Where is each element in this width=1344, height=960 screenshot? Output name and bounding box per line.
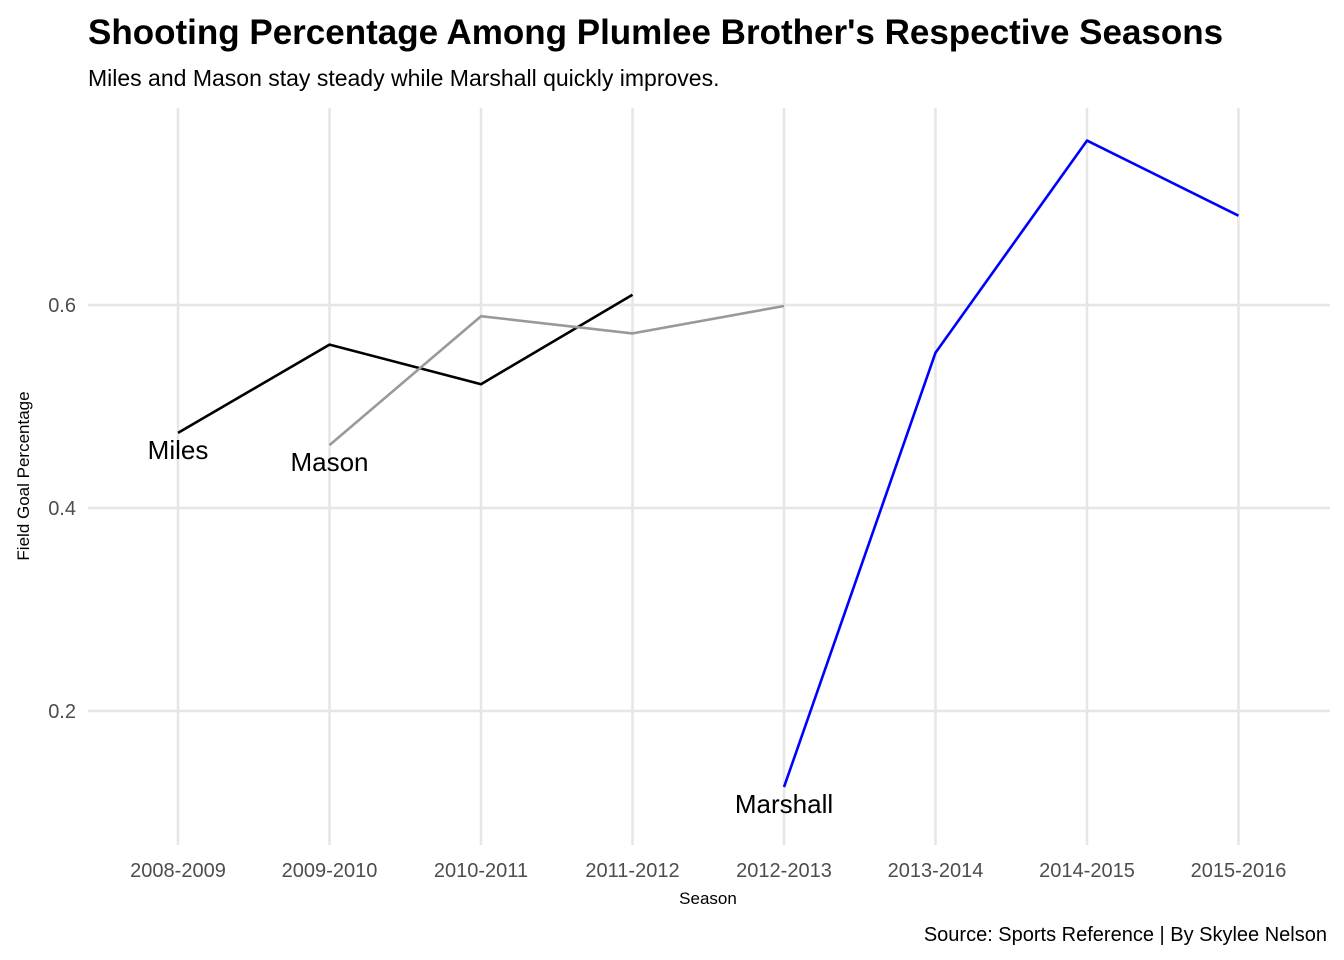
- series-line-mason: [328, 304, 785, 447]
- series-label-mason: Mason: [290, 447, 368, 477]
- series-label-miles: Miles: [148, 435, 209, 465]
- vertical-grid: [176, 108, 1240, 845]
- y-axis-tick-labels: 0.2 0.4 0.6: [48, 295, 76, 723]
- x-tick-label-2009-2010: 2009-2010: [282, 860, 378, 882]
- series-line-miles: [177, 293, 634, 435]
- y-tick-label-0.2: 0.2: [48, 701, 76, 723]
- x-axis-tick-labels: 2008-2009 2009-2010 2010-2011 2011-2012 2012…: [130, 860, 1286, 882]
- series-label-marshall: Marshall: [735, 789, 833, 819]
- chart-subtitle: Miles and Mason stay steady while Marsha…: [88, 65, 719, 91]
- x-tick-label-2015-2016: 2015-2016: [1191, 860, 1287, 882]
- series-labels: Miles Mason Marshall: [148, 435, 833, 819]
- x-tick-label-2013-2014: 2013-2014: [888, 860, 984, 882]
- y-tick-label-0.4: 0.4: [48, 498, 76, 520]
- y-axis-title: Field Goal Percentage: [14, 391, 33, 560]
- chart-title: Shooting Percentage Among Plumlee Brothe…: [88, 13, 1223, 52]
- y-tick-label-0.6: 0.6: [48, 295, 76, 317]
- x-tick-label-2014-2015: 2014-2015: [1039, 860, 1135, 882]
- horizontal-grid: [88, 303, 1330, 713]
- x-axis-title: Season: [679, 889, 737, 908]
- chart-caption: Source: Sports Reference | By Skylee Nel…: [924, 924, 1327, 946]
- x-tick-label-2012-2013: 2012-2013: [736, 860, 832, 882]
- x-tick-label-2008-2009: 2008-2009: [130, 860, 226, 882]
- series-lines: [177, 139, 1240, 788]
- series-line-marshall: [782, 139, 1240, 788]
- x-tick-label-2010-2011: 2010-2011: [434, 860, 528, 882]
- x-tick-label-2011-2012: 2011-2012: [585, 860, 679, 882]
